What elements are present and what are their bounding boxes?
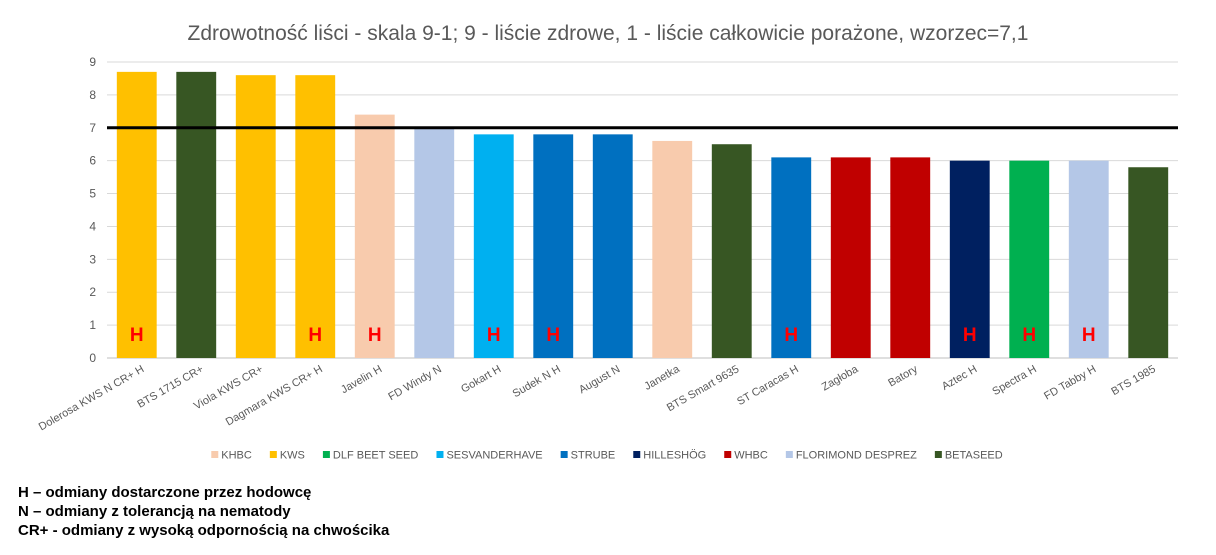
x-tick-label: Sudek N H (511, 363, 563, 400)
legend-swatch (322, 451, 330, 458)
bar (1009, 160, 1050, 358)
y-tick-label: 5 (89, 187, 96, 201)
legend-label: WHBC (734, 450, 768, 462)
x-tick-label: Janetka (642, 363, 682, 393)
bar (1068, 160, 1109, 358)
legend-swatch (724, 451, 732, 458)
x-tick-label: ST Caracas H (735, 363, 801, 408)
bar (1128, 167, 1169, 358)
footnote-n: N – odmiany z tolerancją na nematody (18, 503, 291, 520)
legend-swatch (560, 451, 568, 458)
x-tick-label: Javelin H (339, 363, 384, 396)
bar (711, 144, 752, 358)
x-tick-label: BTS 1985 (1109, 363, 1157, 398)
legend-label: SESVANDERHAVE (446, 450, 542, 462)
legend-swatch (211, 451, 219, 458)
bar-h-mark: H (546, 325, 560, 346)
bar (414, 127, 455, 359)
bar (830, 157, 871, 358)
bar (473, 134, 514, 358)
bar-h-mark: H (963, 325, 977, 346)
bar (116, 71, 157, 358)
chart-title: Zdrowotność liści - skala 9-1; 9 - liści… (188, 22, 1029, 45)
legend-label: HILLESHÖG (643, 450, 706, 462)
bar (771, 157, 812, 358)
y-tick-label: 1 (89, 318, 96, 332)
bar-h-mark: H (130, 325, 144, 346)
bar-h-mark: H (368, 325, 382, 346)
bar (354, 114, 395, 358)
y-tick-label: 9 (89, 55, 96, 69)
bar-h-mark: H (487, 325, 501, 346)
bar (295, 75, 336, 359)
y-tick-label: 8 (89, 88, 96, 102)
footnotes: H – odmiany dostarczone przez hodowcę N … (18, 483, 389, 540)
x-tick-label: Spectra H (990, 363, 1038, 398)
legend-swatch (785, 451, 793, 458)
bar (890, 157, 931, 358)
y-tick-label: 7 (89, 121, 96, 135)
x-tick-label: Dagmara KWS CR+ H (224, 363, 325, 428)
legend-label: STRUBE (571, 450, 616, 462)
chart: Zdrowotność liści - skala 9-1; 9 - liści… (37, 22, 1178, 462)
bar-h-mark: H (1022, 325, 1036, 346)
bar (949, 160, 990, 358)
x-tick-label: Aztec H (940, 363, 979, 393)
legend-label: KWS (280, 450, 305, 462)
y-tick-label: 0 (89, 351, 96, 365)
bar (235, 75, 276, 359)
legend-label: DLF BEET SEED (333, 450, 418, 462)
bar-h-mark: H (308, 325, 322, 346)
y-tick-label: 3 (89, 252, 96, 266)
bar (176, 71, 217, 358)
legend-label: BETASEED (945, 450, 1003, 462)
legend-swatch (633, 451, 641, 458)
legend-swatch (934, 451, 942, 458)
legend-label: FLORIMOND DESPREZ (796, 450, 917, 462)
bar-h-mark: H (784, 325, 798, 346)
y-tick-label: 6 (89, 154, 96, 168)
legend-swatch (436, 451, 444, 458)
x-tick-label: Zagłoba (820, 363, 861, 394)
footnote-h: H – odmiany dostarczone przez hodowcę (18, 484, 312, 501)
y-tick-label: 2 (89, 285, 96, 299)
footnote-cr: CR+ - odmiany z wysoką odpornością na ch… (18, 522, 390, 539)
x-tick-label: Dolerosa KWS N CR+ H (37, 363, 147, 433)
bar (652, 140, 693, 358)
x-tick-label: Gokart H (459, 363, 503, 395)
x-tick-label: Batory (886, 363, 920, 390)
bar (592, 134, 633, 358)
x-tick-label: August N (577, 363, 622, 396)
legend-swatch (269, 451, 277, 458)
legend-label: KHBC (221, 450, 252, 462)
x-tick-label: FD Tabby H (1042, 363, 1098, 402)
y-tick-label: 4 (89, 219, 96, 233)
bar (533, 134, 574, 358)
x-tick-label: FD Windy N (386, 363, 443, 403)
bar-h-mark: H (1082, 325, 1096, 346)
